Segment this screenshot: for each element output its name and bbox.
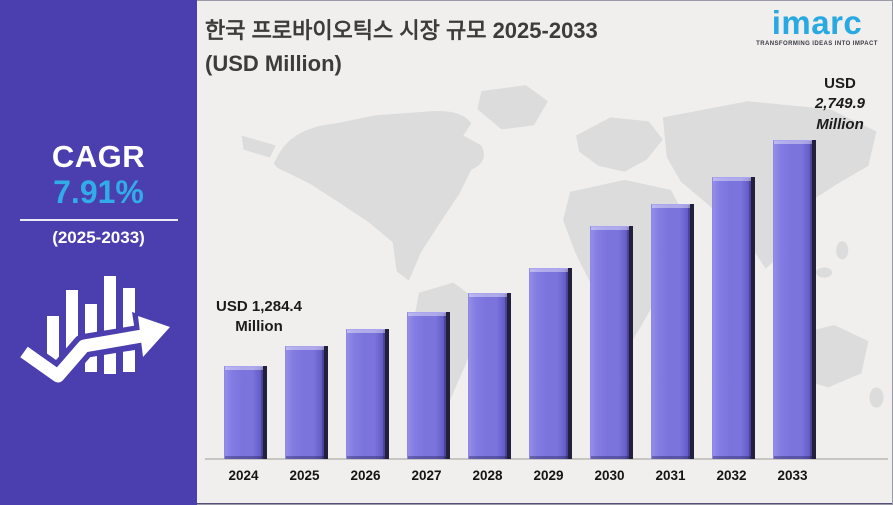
bar-column-2026: 2026 <box>346 329 385 485</box>
x-axis-label-2032: 2032 <box>716 468 747 483</box>
annotation-2033-value: USD 2,749.9 Million <box>793 74 887 135</box>
bar-2026 <box>346 329 385 459</box>
x-axis-label-2033: 2033 <box>777 468 808 483</box>
x-axis-label-2025: 2025 <box>289 468 320 483</box>
bar-column-2024: 2024 <box>224 366 263 485</box>
chart-area: 한국 프로바이오틱스 시장 규모 2025-2033 (USD Million)… <box>197 0 893 505</box>
annotation-2033-line3: Million <box>816 115 864 133</box>
cagr-label: CAGR <box>51 139 146 174</box>
x-axis-label-2024: 2024 <box>228 468 259 483</box>
bar-column-2033: 2033 <box>773 140 812 485</box>
bar-column-2030: 2030 <box>590 226 629 485</box>
annotation-2033-line2: 2,749.9 <box>814 95 866 113</box>
title-line-1: 한국 프로바이오틱스 시장 규모 2025-2033 <box>205 18 598 43</box>
bar-2029 <box>529 268 568 459</box>
cagr-sidebar: CAGR 7.91% (2025-2033) <box>0 0 197 505</box>
bar-column-2029: 2029 <box>529 268 568 485</box>
bar-2028 <box>468 293 507 459</box>
x-axis-label-2026: 2026 <box>350 468 381 483</box>
imarc-logo-text: imarc <box>771 4 863 41</box>
x-axis-baseline <box>205 458 888 460</box>
cagr-divider <box>19 219 178 222</box>
annotation-2024-value: USD 1,284.4 Million <box>203 297 315 338</box>
annotation-2024-line1: USD 1,284.4 <box>216 298 302 315</box>
cagr-period: (2025-2033) <box>52 228 145 248</box>
bar-2025 <box>285 346 324 459</box>
growth-chart-icon <box>16 260 178 395</box>
bar-2027 <box>407 312 446 459</box>
bar-column-2028: 2028 <box>468 293 507 485</box>
bar-column-2025: 2025 <box>285 346 324 485</box>
x-axis-label-2027: 2027 <box>411 468 442 483</box>
bar-2031 <box>651 204 690 459</box>
annotation-2024-line2: Million <box>235 318 283 336</box>
cagr-block: CAGR 7.91% (2025-2033) <box>0 139 197 248</box>
title-line-2: (USD Million) <box>205 51 342 76</box>
bar-column-2027: 2027 <box>407 312 446 485</box>
bar-column-2032: 2032 <box>712 177 751 485</box>
x-axis-label-2028: 2028 <box>472 468 503 483</box>
cagr-value: 7.91% <box>53 173 144 210</box>
page-title: 한국 프로바이오틱스 시장 규모 2025-2033 (USD Million) <box>205 14 750 80</box>
bar-2033 <box>773 140 812 459</box>
annotation-2033-line1: USD <box>824 75 856 92</box>
bar-2024 <box>224 366 263 459</box>
bar-2032 <box>712 177 751 459</box>
imarc-logo-tagline: TRANSFORMING IDEAS INTO IMPACT <box>756 41 878 48</box>
x-axis-label-2030: 2030 <box>594 468 625 483</box>
x-axis-label-2029: 2029 <box>533 468 564 483</box>
bar-column-2031: 2031 <box>651 204 690 485</box>
bars-row: 2024 2025 2026 2027 2028 2029 2030 2031 2032 2033 <box>224 140 812 485</box>
imarc-logo: imarc TRANSFORMING IDEAS INTO IMPACT <box>751 4 883 48</box>
x-axis-label-2031: 2031 <box>655 468 686 483</box>
bar-2030 <box>590 226 629 459</box>
